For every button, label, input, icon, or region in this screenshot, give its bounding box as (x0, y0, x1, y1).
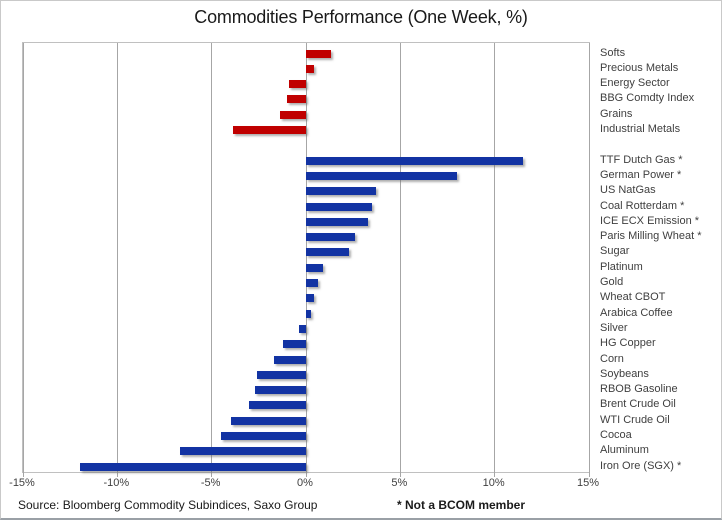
bar (306, 156, 523, 165)
category-label: Gold (600, 276, 624, 288)
x-tick-label: 15% (576, 477, 600, 489)
axis-tick (588, 472, 590, 477)
category-label: Softs (600, 46, 626, 59)
category-label: Corn (600, 352, 624, 365)
gridline (116, 43, 118, 472)
category-label: Brent Crude Oil (600, 398, 676, 411)
bar (306, 309, 311, 318)
category-label: Energy Sector (600, 77, 670, 90)
axis-tick (494, 472, 496, 477)
bar (287, 95, 306, 104)
category-label: Industrial Metals (600, 123, 681, 135)
gridline (22, 43, 24, 472)
bar (306, 64, 314, 73)
category-label: Paris Milling Wheat * (600, 230, 702, 243)
source-text: Source: Bloomberg Commodity Subindices, … (18, 498, 318, 512)
bar (306, 202, 373, 211)
bar (233, 126, 306, 134)
category-label: Cocoa (600, 429, 632, 441)
bar (306, 171, 457, 180)
zero-gridline (305, 43, 307, 472)
bar (306, 294, 314, 303)
category-label: Wheat CBOT (600, 291, 666, 304)
category-label: German Power * (600, 168, 682, 181)
bar (306, 263, 323, 272)
bar (230, 416, 306, 425)
x-tick-label: 5% (391, 477, 408, 489)
category-label: HG Copper (600, 337, 656, 350)
gridline (211, 43, 213, 472)
bar (306, 217, 369, 226)
category-label: ICE ECX Emission * (600, 214, 700, 227)
bar (306, 279, 319, 287)
bar (283, 340, 306, 349)
category-label: Aluminum (600, 444, 649, 457)
bar (273, 355, 306, 364)
axis-tick (22, 472, 24, 477)
bar (179, 447, 306, 456)
gridline (588, 43, 590, 472)
x-tick-label: -5% (200, 477, 221, 489)
plot-area (22, 42, 590, 477)
bar (306, 248, 350, 257)
bar (249, 401, 306, 410)
category-label: US NatGas (600, 184, 656, 197)
category-label: Sugar (600, 245, 630, 258)
gridline (494, 43, 496, 472)
bar (306, 187, 376, 196)
x-tick-label: 10% (482, 477, 505, 489)
bar (255, 386, 306, 395)
bar (279, 110, 306, 119)
x-tick-label: -15% (9, 477, 35, 489)
axis-tick (116, 472, 118, 477)
category-label: Iron Ore (SGX) * (600, 459, 682, 472)
gridline (399, 43, 401, 472)
bar (299, 324, 306, 333)
x-axis-tick-labels: -15% -10% -5% 0% 5% 10% 15% (9, 477, 599, 491)
axis-tick (399, 472, 401, 477)
chart-title: Commodities Performance (One Week, %) (194, 7, 528, 27)
bar (306, 49, 331, 58)
category-label: Coal Rotterdam * (600, 199, 685, 212)
category-label: Grains (600, 107, 633, 120)
category-label: Silver (600, 321, 628, 334)
chart-footer: Source: Bloomberg Commodity Subindices, … (0, 496, 722, 516)
x-tick-label: -10% (103, 477, 130, 489)
bcom-note-text: * Not a BCOM member (397, 498, 526, 512)
category-label: WTI Crude Oil (600, 413, 670, 426)
category-label: TTF Dutch Gas * (600, 153, 683, 166)
category-labels-column: Softs Precious Metals Energy Sector BBG Com… (600, 42, 720, 472)
category-label: Soybeans (600, 367, 649, 380)
category-label: Arabica Coffee (600, 306, 673, 319)
bar (79, 462, 306, 471)
bar (289, 80, 306, 89)
bar (256, 370, 306, 379)
category-label: BBG Comdty Index (600, 92, 695, 105)
category-label: RBOB Gasoline (600, 383, 678, 396)
category-label: Precious Metals (600, 61, 679, 74)
bar (306, 233, 356, 242)
axis-tick (211, 472, 213, 477)
bar (221, 432, 306, 440)
x-tick-label: 0% (297, 477, 313, 489)
category-label: Platinum (600, 260, 643, 273)
axis-tick (305, 472, 307, 477)
